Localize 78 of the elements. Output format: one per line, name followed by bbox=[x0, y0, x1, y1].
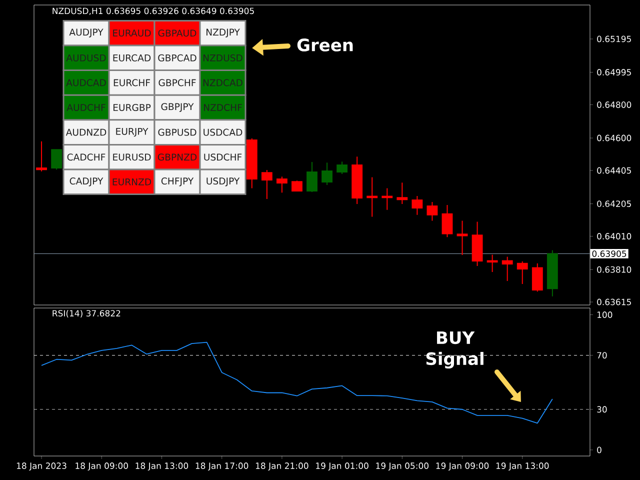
candlestick bbox=[292, 180, 302, 192]
category-label: GBPCHF bbox=[158, 79, 196, 86]
candlestick bbox=[426, 201, 438, 222]
x-tick-label: 18 Jan 2023 bbox=[16, 462, 66, 471]
x-tick-label: 19 Jan 05:00 bbox=[376, 462, 428, 471]
x-tick-label: 19 Jan 09:00 bbox=[436, 462, 489, 471]
candlestick bbox=[246, 138, 258, 189]
category-label: GBPNZD bbox=[158, 154, 197, 161]
category-label: CADJPY bbox=[70, 178, 104, 186]
candlestick bbox=[532, 262, 543, 292]
candlestick bbox=[396, 182, 408, 204]
category-label: AUDNZD bbox=[66, 128, 106, 136]
candlestick bbox=[366, 176, 378, 218]
candlestick bbox=[442, 204, 453, 238]
category-label: AUDCHF bbox=[66, 104, 106, 112]
y-tick-label: 0.63810 bbox=[597, 266, 632, 273]
candlestick bbox=[336, 161, 348, 174]
y-tick-label: 0.64995 bbox=[597, 69, 631, 76]
category-label: NZDUSD bbox=[203, 54, 242, 62]
candlestick bbox=[51, 149, 62, 170]
x-tick-label: 18 Jan 09:00 bbox=[76, 462, 128, 471]
category-label: AUDUSD bbox=[66, 54, 106, 62]
candlestick bbox=[546, 250, 558, 297]
category-label: CADCHF bbox=[67, 154, 106, 161]
category-label: GBPJPY bbox=[161, 103, 194, 112]
candlestick bbox=[456, 220, 468, 256]
candlestick bbox=[36, 140, 47, 172]
candlestick bbox=[322, 162, 332, 186]
category-label: NZDJPY bbox=[206, 28, 240, 38]
chart-title: RSI(14) 37.6822 bbox=[52, 310, 120, 318]
x-tick-label: 18 Jan 21:00 bbox=[256, 462, 308, 471]
category-label: USDCAD bbox=[204, 128, 242, 136]
category-label: EURUSD bbox=[113, 154, 151, 161]
annotation: BUY Signal bbox=[426, 331, 484, 369]
candlestick bbox=[486, 254, 498, 273]
candlestick bbox=[382, 188, 393, 210]
candlestick bbox=[276, 176, 288, 194]
category-label: NZDCHF bbox=[204, 104, 242, 112]
category-label: EURCAD bbox=[113, 54, 151, 62]
y-tick-label: 0 bbox=[597, 446, 602, 454]
y-tick-label: 0.64800 bbox=[597, 102, 632, 108]
y-tick-label: 0.64600 bbox=[597, 134, 632, 142]
candlestick bbox=[412, 195, 423, 216]
category-label: EURCHF bbox=[114, 79, 150, 86]
y-tick-label: 0.63615 bbox=[597, 298, 631, 306]
category-label: GBPAUD bbox=[158, 30, 196, 37]
x-tick-label: 18 Jan 13:00 bbox=[136, 462, 188, 471]
category-label: EURNZD bbox=[112, 178, 152, 186]
category-label: NZDCAD bbox=[203, 79, 242, 86]
category-label: CHFJPY bbox=[161, 178, 194, 186]
x-tick-label: 19 Jan 13:00 bbox=[496, 462, 549, 471]
candlestick bbox=[261, 169, 272, 200]
annotation: Green bbox=[297, 38, 353, 52]
category-label: AUDCAD bbox=[66, 79, 106, 86]
y-tick-label: 0.65195 bbox=[597, 36, 631, 42]
category-label: GBPUSD bbox=[158, 128, 196, 136]
candlestick bbox=[502, 256, 513, 282]
y-tick-label: 30 bbox=[597, 406, 607, 413]
x-tick-label: 18 Jan 17:00 bbox=[196, 462, 248, 471]
category-label: GBPCAD bbox=[158, 54, 196, 62]
category-label: USDCHF bbox=[204, 154, 242, 161]
candlestick bbox=[516, 260, 528, 285]
candlestick bbox=[352, 156, 363, 204]
category-label: AUDJPY bbox=[69, 28, 104, 38]
x-tick-label: 19 Jan 01:00 bbox=[316, 462, 368, 471]
chart-title: NZDUSD,H1 0.63695 0.63926 0.63649 0.63905 bbox=[52, 8, 254, 15]
ref-line-label: 0.63905 bbox=[592, 250, 626, 257]
y-tick-label: 0.64010 bbox=[597, 233, 632, 240]
category-label: EURAUD bbox=[113, 30, 151, 37]
category-label: EURJPY bbox=[116, 128, 148, 137]
y-tick-label: 0.64205 bbox=[597, 200, 631, 207]
category-label: USDJPY bbox=[206, 178, 240, 186]
y-tick-label: 70 bbox=[597, 352, 607, 359]
y-tick-label: 0.64405 bbox=[597, 167, 631, 174]
candlestick bbox=[472, 221, 483, 267]
y-tick-label: 100 bbox=[597, 312, 612, 318]
category-label: EURGBP bbox=[113, 104, 151, 112]
candlestick bbox=[306, 161, 318, 192]
